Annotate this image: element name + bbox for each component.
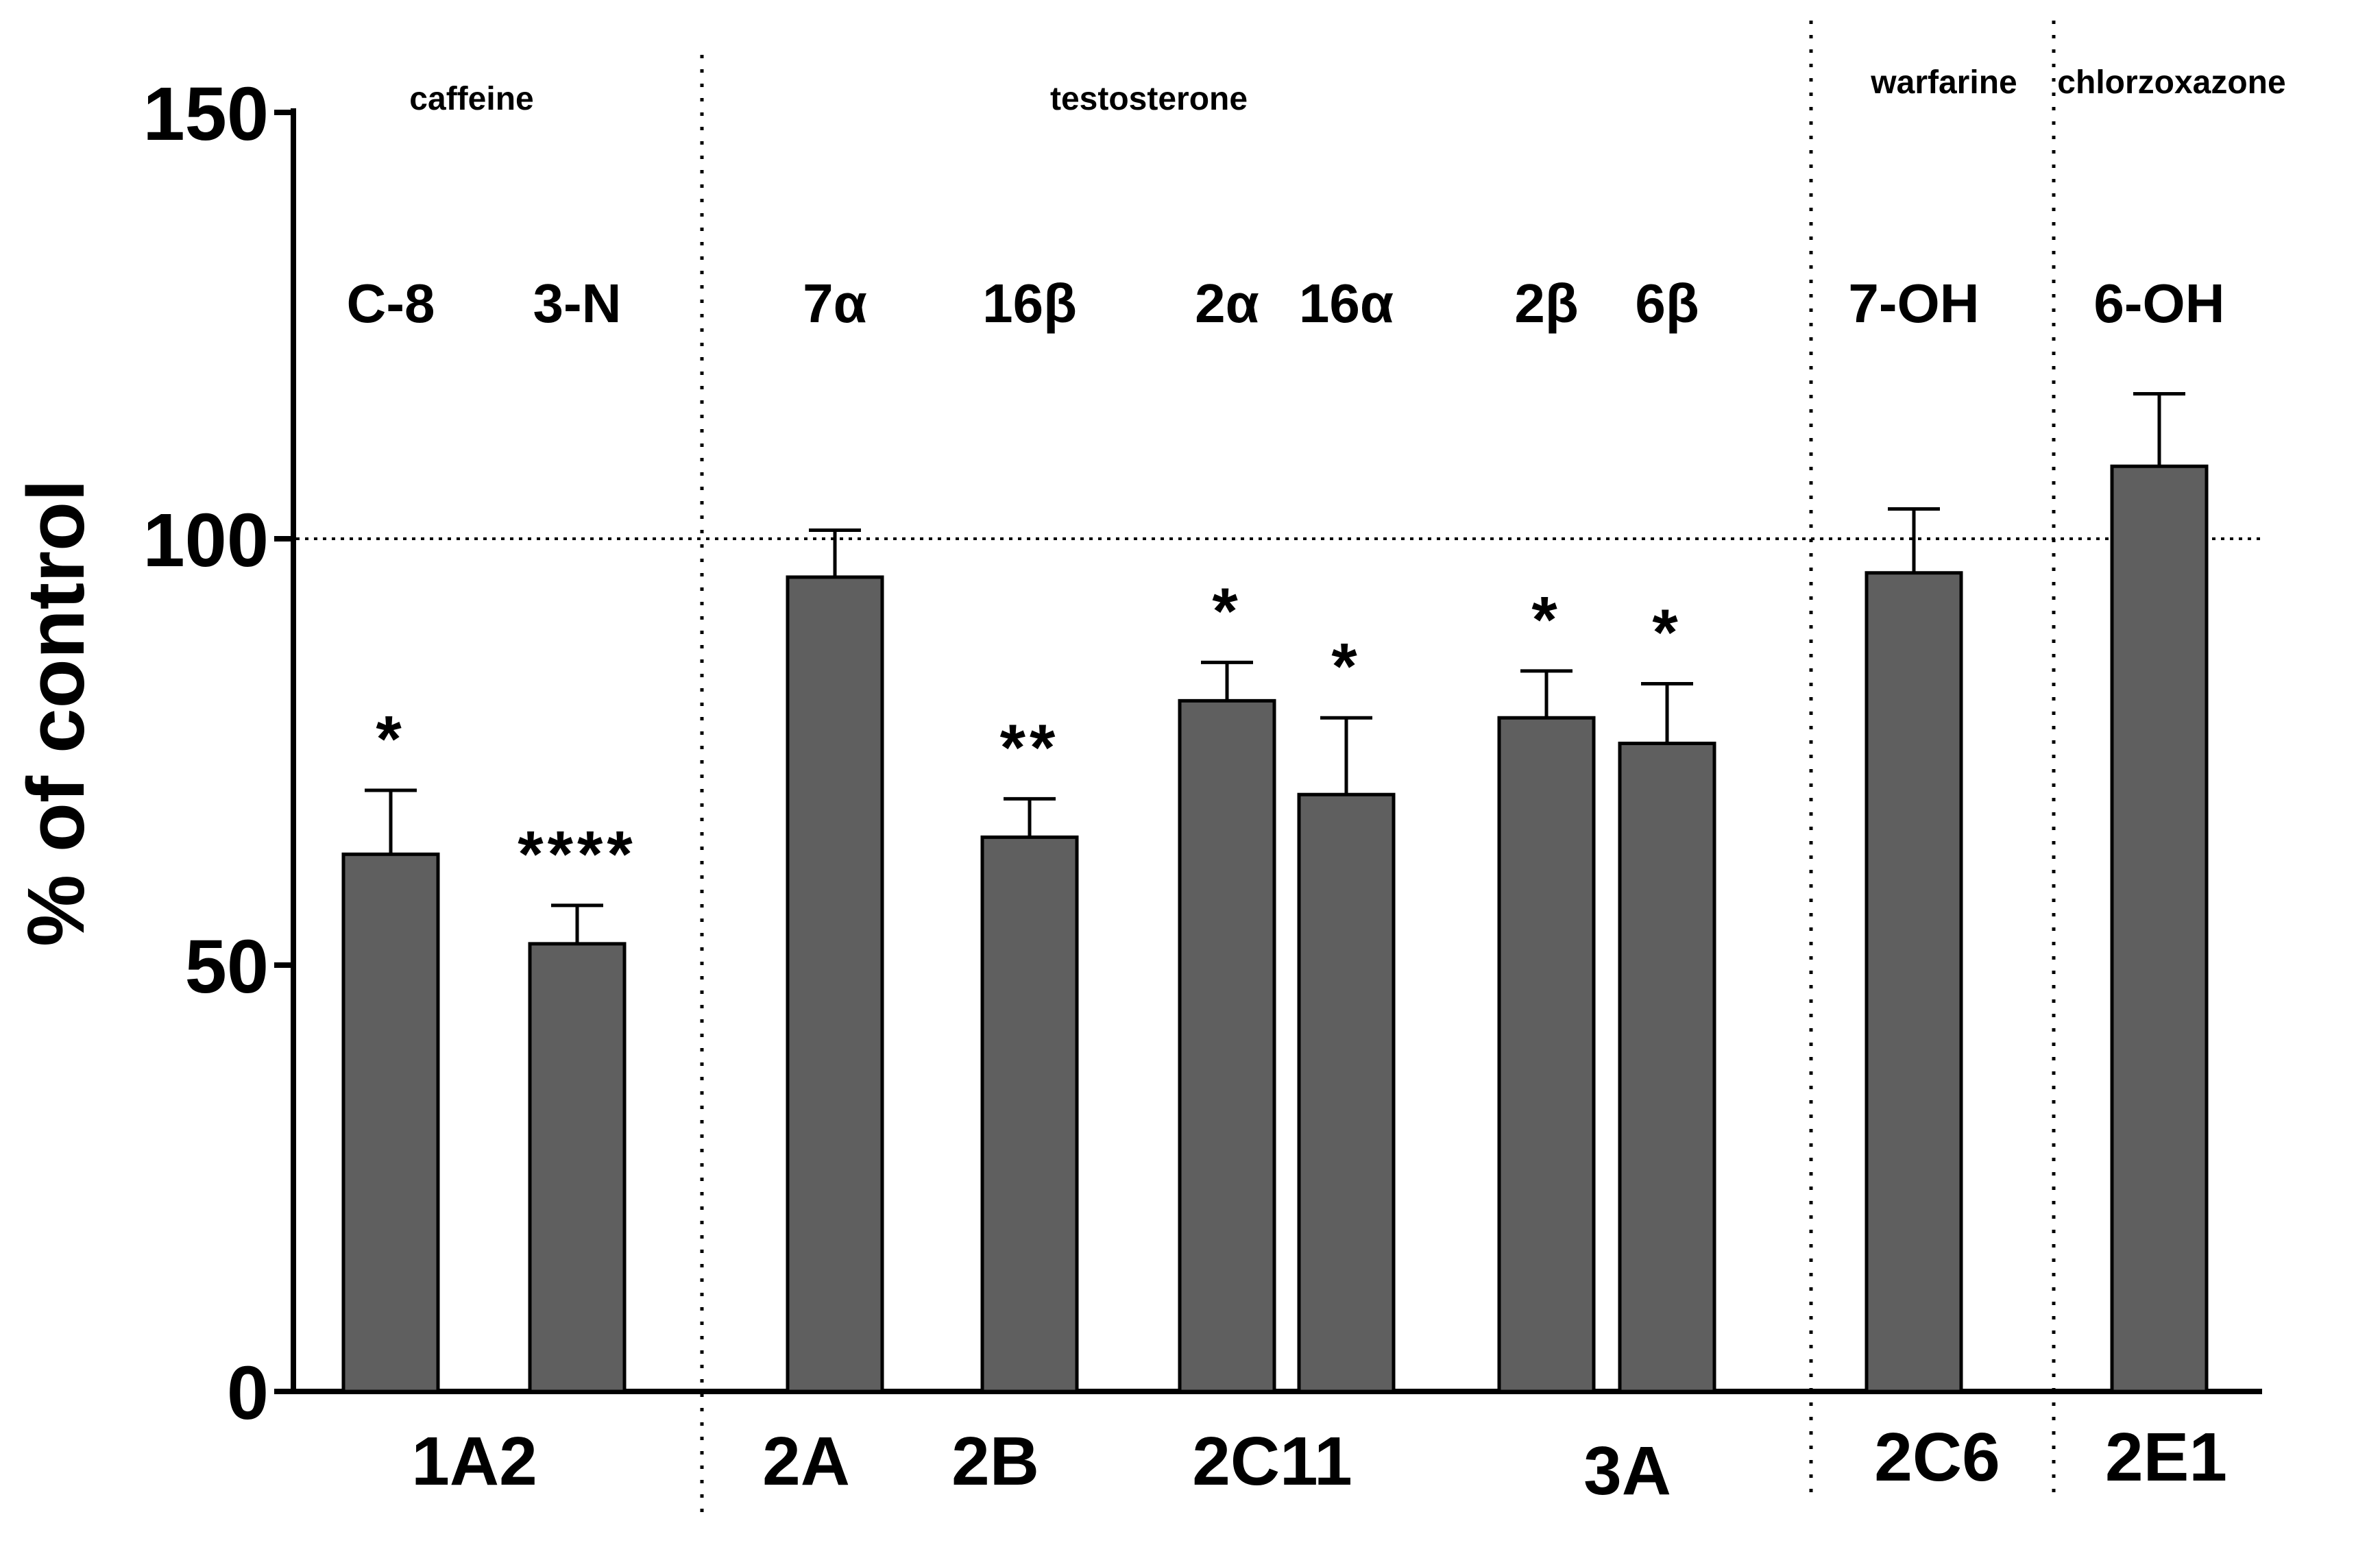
bar-2α	[1178, 698, 1276, 1394]
enzyme-label-2C6: 2C6	[1874, 1419, 2000, 1496]
substrate-label-chlorzoxazone: chlorzoxazone	[2057, 64, 2285, 101]
bar-7-OH	[1865, 571, 1963, 1394]
bar-3-N	[528, 942, 627, 1394]
significance-marker: *	[1531, 583, 1561, 657]
substrate-label-warfarine: warfarine	[1870, 64, 2017, 101]
bar-7α	[786, 575, 884, 1394]
enzyme-label-2B: 2B	[951, 1423, 1039, 1500]
y-tick-label: 100	[143, 498, 269, 583]
y-tick-label: 0	[227, 1351, 269, 1435]
metabolite-label: 7-OH	[1848, 273, 1979, 334]
enzyme-label-1A2: 1A2	[411, 1423, 537, 1500]
enzyme-label-2E1: 2E1	[2105, 1419, 2227, 1496]
metabolite-label: 6-OH	[2093, 273, 2224, 334]
enzyme-label-3A: 3A	[1583, 1433, 1671, 1509]
significance-marker: *	[1652, 596, 1681, 669]
bar-16α	[1297, 792, 1396, 1394]
substrate-label-caffeine: caffeine	[409, 81, 533, 117]
enzyme-label-2C11: 2C11	[1192, 1423, 1352, 1500]
bar-C-8	[341, 852, 440, 1394]
metabolite-label: 7α	[803, 273, 867, 334]
metabolite-label: 16β	[982, 273, 1077, 334]
bar-2β	[1497, 716, 1596, 1394]
y-axis-title: % of control	[11, 479, 101, 947]
metabolite-label: C-8	[347, 273, 435, 334]
significance-marker: *	[1212, 574, 1241, 648]
metabolite-label: 2β	[1514, 273, 1578, 334]
y-tick-label: 150	[143, 72, 269, 156]
bar-6-OH	[2110, 464, 2209, 1394]
significance-marker: *	[376, 703, 405, 776]
y-tick-label: 50	[185, 925, 269, 1009]
substrate-label-testosterone: testosterone	[1050, 81, 1248, 117]
bar-6β	[1618, 742, 1716, 1394]
significance-marker: **	[1000, 711, 1060, 784]
significance-marker: *	[1331, 630, 1361, 703]
metabolite-label: 16α	[1299, 273, 1394, 334]
metabolite-label: 2α	[1195, 273, 1259, 334]
metabolite-label: 3-N	[533, 273, 622, 334]
enzyme-label-2A: 2A	[762, 1423, 850, 1500]
metabolite-label: 6β	[1635, 273, 1699, 334]
significance-marker: ****	[518, 818, 636, 891]
bar-16β	[980, 835, 1079, 1394]
